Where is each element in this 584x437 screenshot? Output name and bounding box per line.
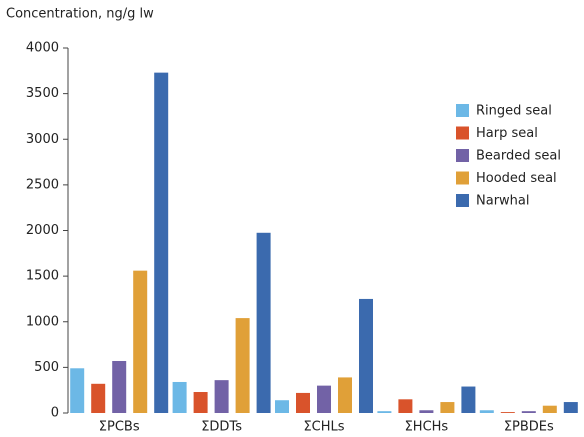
y-tick-label: 2500 [26,177,59,192]
y-axis-label: Concentration, ng/g lw [6,7,154,22]
bar [91,383,106,413]
bar [521,411,536,413]
legend-label: Ringed seal [476,104,552,119]
legend-label: Hooded seal [476,171,557,186]
bar [172,381,187,413]
bar [256,232,271,413]
bar [542,405,557,413]
bar [440,402,455,413]
bar [70,368,85,413]
bar [419,410,434,413]
y-tick-label: 4000 [26,41,59,56]
y-tick-label: 2000 [26,223,59,238]
y-tick-label: 500 [34,360,59,375]
bar [398,399,413,413]
y-tick-label: 1500 [26,269,59,284]
y-tick-label: 1000 [26,314,59,329]
legend-swatch [456,104,469,117]
bar [214,380,229,413]
bar [359,298,373,413]
legend-label: Harp seal [476,126,538,141]
bar [500,412,515,413]
bar [193,392,208,413]
legend-swatch [456,171,469,185]
bar [275,400,289,413]
legend-label: Narwhal [476,194,530,209]
legend-swatch [456,126,469,140]
bar [235,318,250,413]
bar [317,385,331,413]
bar [133,270,148,413]
bar [377,411,392,413]
y-tick-label: 0 [51,406,59,421]
legend-label: Bearded seal [476,149,561,164]
bar [296,392,310,413]
y-tick-label: 3000 [26,132,59,147]
bar [338,377,352,413]
bar [154,72,169,413]
legend-swatch [456,149,469,162]
y-tick-label: 3500 [26,86,59,101]
bar [461,386,476,413]
bar [479,410,494,413]
x-tick-label: ΣDDTs [201,420,242,435]
x-tick-label: ΣPCBs [99,420,140,435]
x-tick-label: ΣCHLs [303,420,344,435]
x-tick-label: ΣHCHs [405,420,449,435]
legend-swatch [456,194,469,207]
x-tick-label: ΣPBDEs [504,420,554,435]
bar [563,402,578,413]
bar [112,360,127,413]
